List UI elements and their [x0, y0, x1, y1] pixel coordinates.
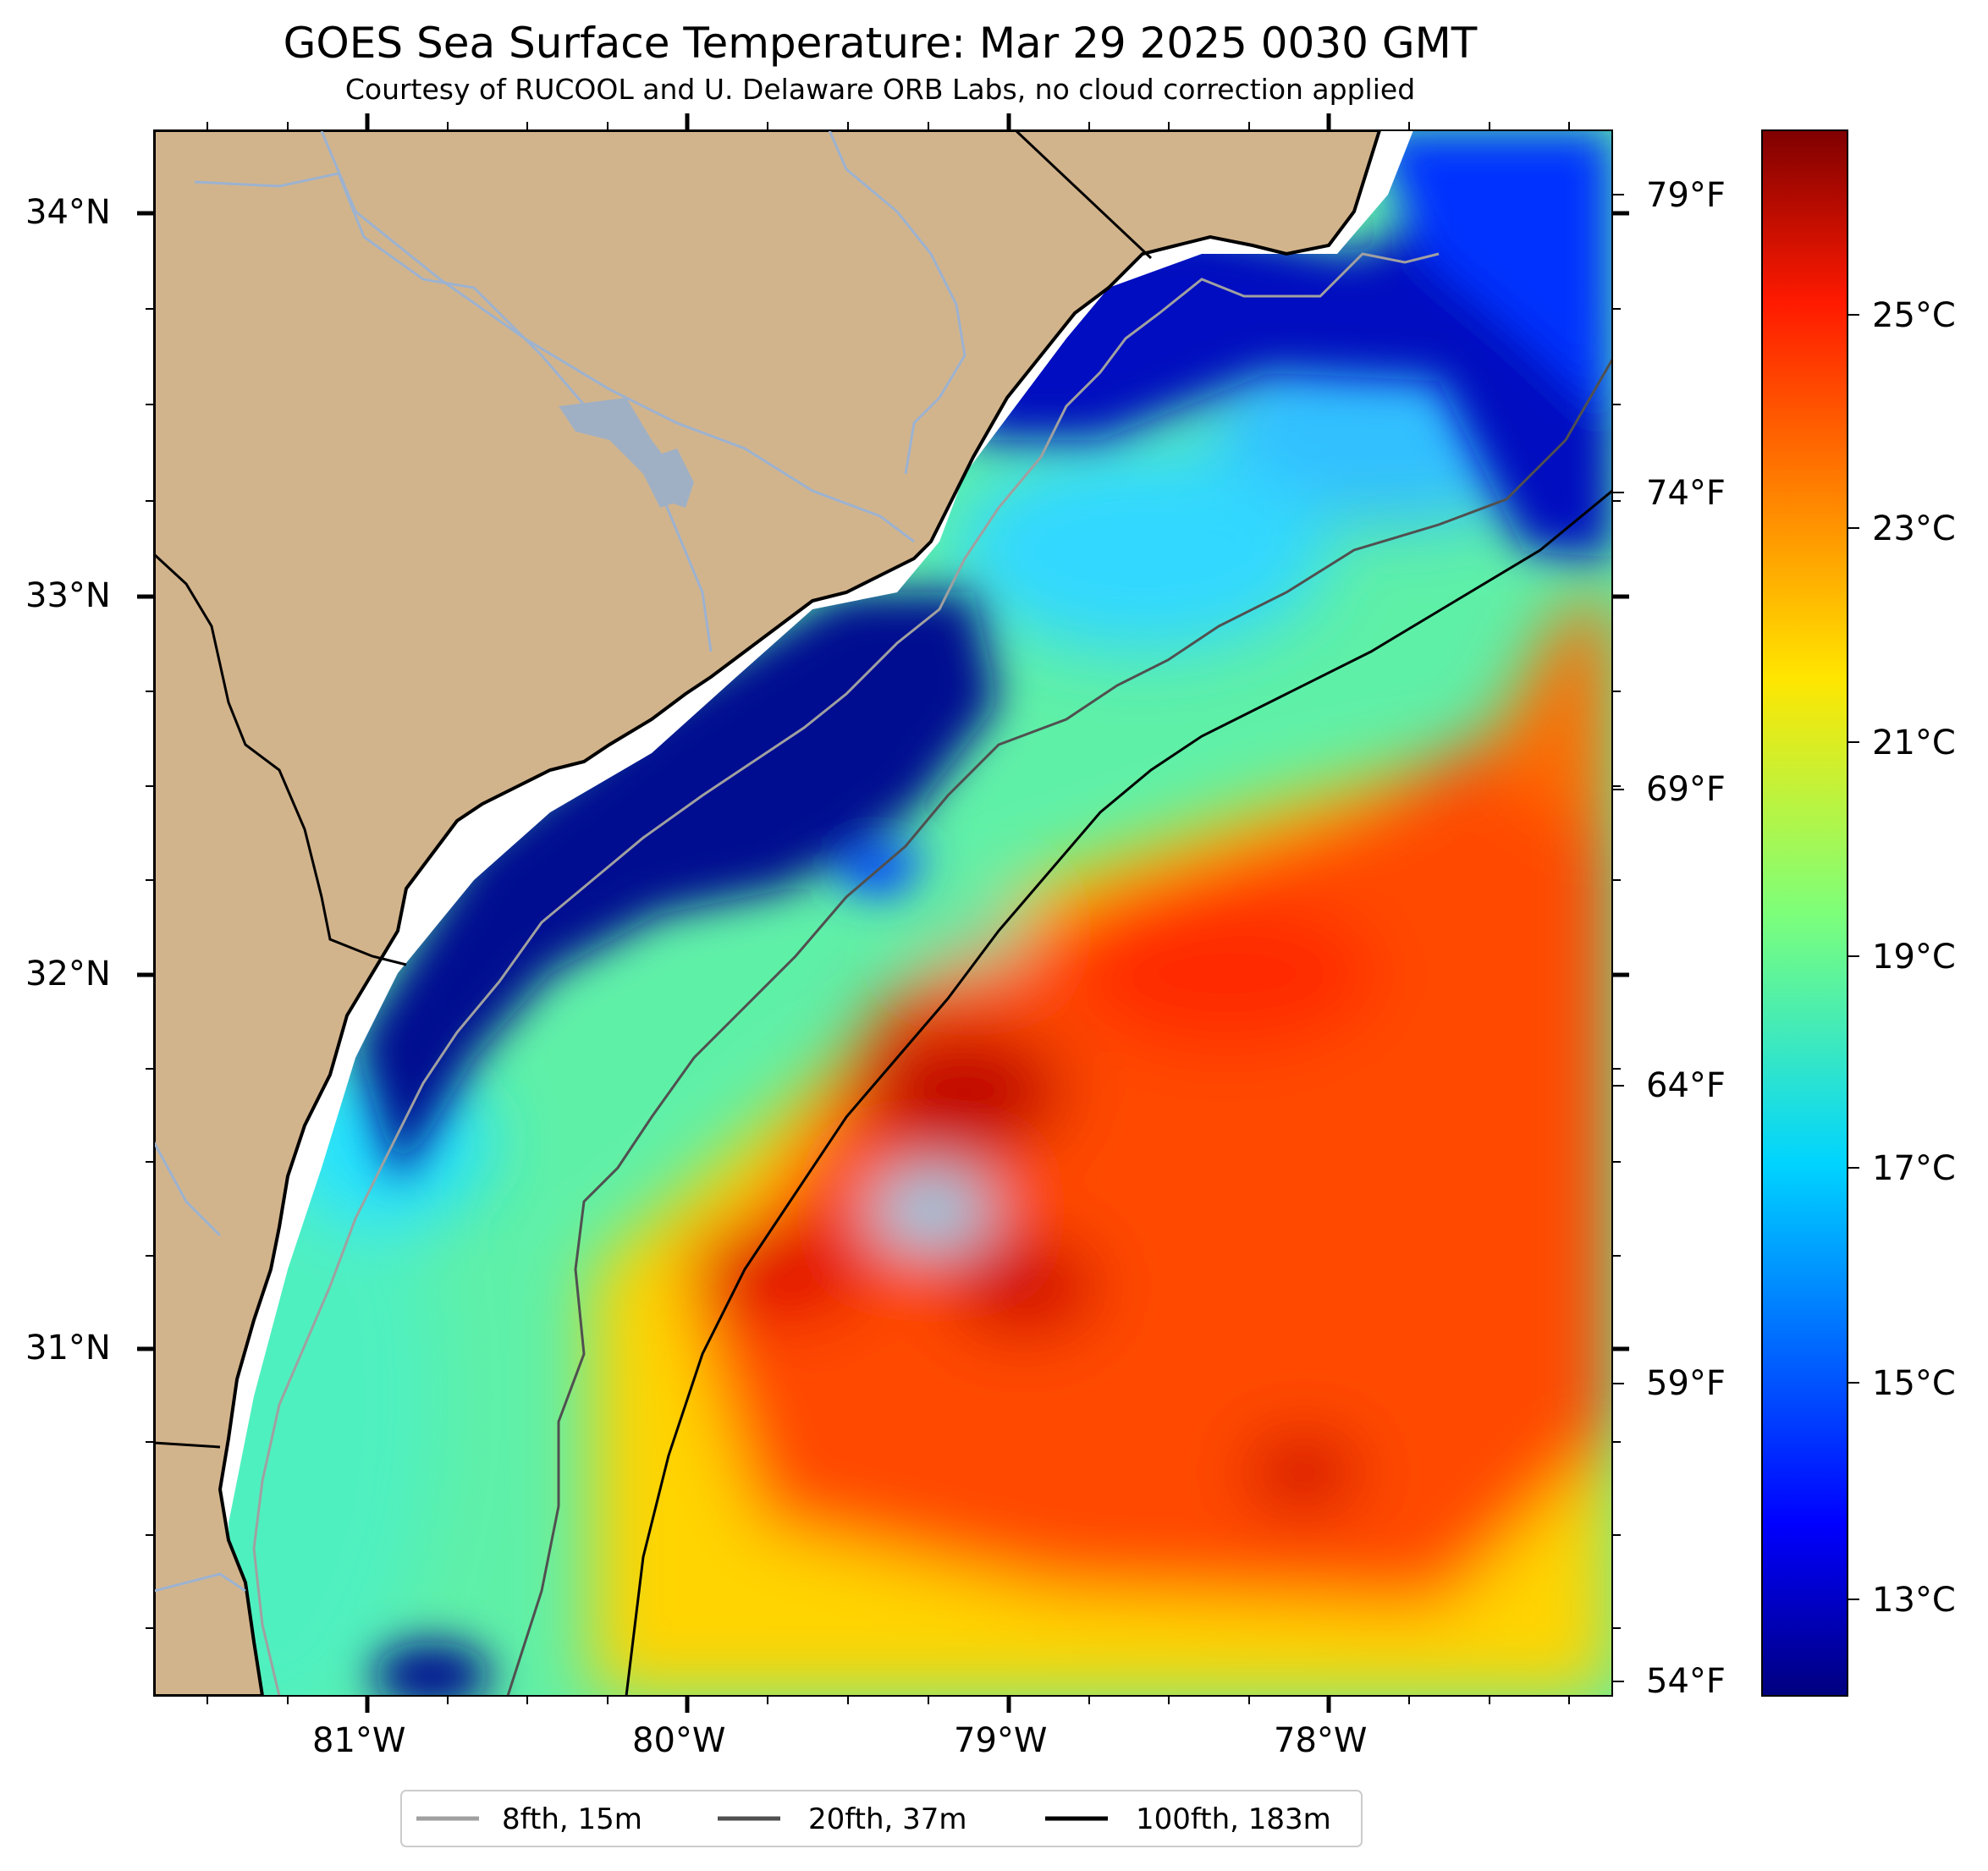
lat-label-31n: 31°N — [25, 1329, 111, 1367]
f-label-69: 69°F — [1646, 770, 1726, 809]
rivers — [154, 130, 966, 1593]
c-label-13: 13°C — [1872, 1581, 1956, 1620]
isobath-8fth — [252, 252, 1440, 1696]
f-label-79: 79°F — [1646, 176, 1726, 215]
map-title: GOES Sea Surface Temperature: Mar 29 202… — [283, 19, 1478, 68]
isobath-20fth — [506, 359, 1612, 1696]
map-area — [154, 130, 1612, 1696]
axis-ticks — [137, 113, 1629, 1713]
f-label-59: 59°F — [1646, 1364, 1726, 1403]
c-label-15: 15°C — [1872, 1364, 1956, 1403]
map-subtitle: Courtesy of RUCOOL and U. Delaware ORB L… — [344, 73, 1416, 106]
lon-label-81w: 81°W — [312, 1721, 406, 1760]
legend-label-20fth: 20fth, 37m — [808, 1802, 967, 1836]
lon-label-79w: 79°W — [954, 1721, 1048, 1760]
lake-marion — [559, 398, 686, 508]
state-borders — [154, 130, 1153, 1449]
c-label-19: 19°C — [1872, 938, 1956, 977]
c-label-17: 17°C — [1872, 1149, 1956, 1188]
legend — [400, 1790, 1363, 1847]
c-label-23: 23°C — [1872, 509, 1956, 548]
f-label-54: 54°F — [1646, 1662, 1726, 1701]
legend-label-100fth: 100fth, 183m — [1136, 1802, 1331, 1836]
land — [154, 130, 1382, 1696]
c-label-25: 25°C — [1872, 296, 1956, 335]
legend-label-8fth: 8fth, 15m — [502, 1802, 642, 1836]
colorbar — [1761, 129, 1848, 1697]
map-frame — [153, 129, 1613, 1697]
c-label-21: 21°C — [1872, 724, 1956, 762]
f-label-74: 74°F — [1646, 474, 1726, 513]
f-label-64: 64°F — [1646, 1066, 1726, 1105]
lon-label-78w: 78°W — [1274, 1721, 1368, 1760]
lat-label-33n: 33°N — [25, 576, 111, 615]
colorbar-ticks — [1848, 314, 1859, 1600]
isobath-100fth — [625, 489, 1612, 1696]
lon-label-80w: 80°W — [632, 1721, 726, 1760]
lake-moultrie — [652, 448, 694, 508]
lat-label-34n: 34°N — [25, 193, 111, 232]
lat-label-32n: 32°N — [25, 955, 111, 993]
